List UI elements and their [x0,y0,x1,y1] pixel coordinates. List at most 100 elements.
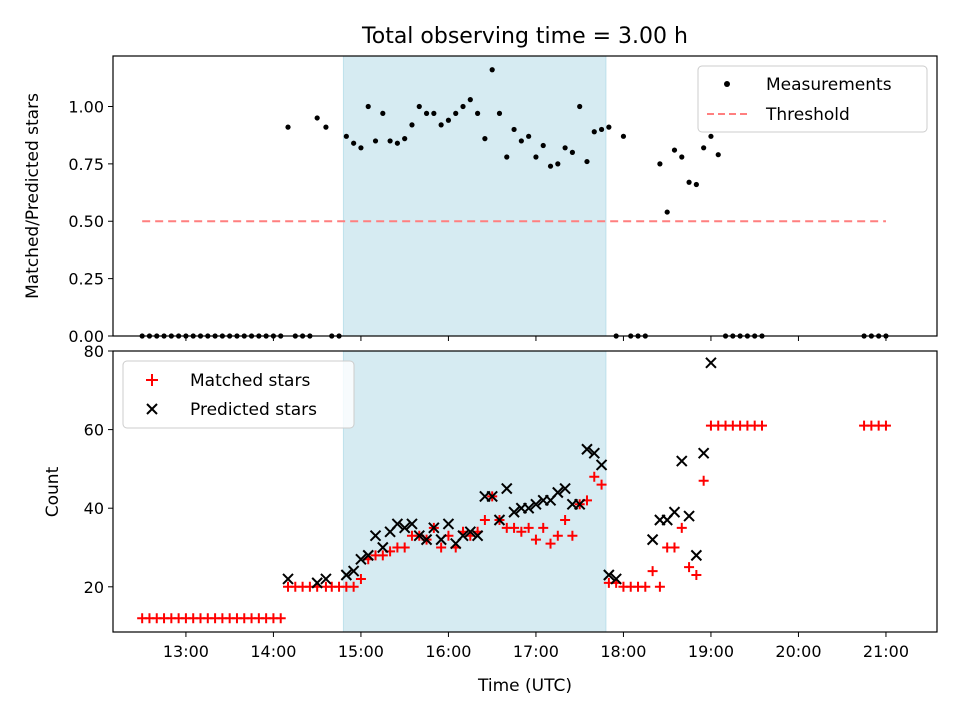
matched-star-point [684,562,695,573]
measurement-point [693,181,699,188]
y-tick-label: 0.75 [68,155,104,174]
measurement-point [606,124,612,130]
legend-label-threshold: Threshold [765,105,850,125]
matched-star-point [669,542,680,553]
x-tick-label: 17:00 [513,642,559,661]
predicted-star-point [311,577,323,589]
x-tick-label: 15:00 [338,642,384,661]
matched-star-point [698,475,709,486]
x-tick-label: 14:00 [250,642,296,661]
predicted-star-point [676,455,688,467]
top-legend: Measurements Threshold [697,65,928,133]
predicted-star-point [508,506,520,518]
predicted-star-point [486,490,498,503]
matched-star-point [560,514,571,525]
measurement-point [518,138,524,144]
predicted-star-point [603,569,615,581]
x-tick-label: 13:00 [163,642,209,661]
predicted-star-point [406,518,418,530]
measurement-point [569,149,575,155]
measurement-point [547,163,554,169]
bottom-legend: Matched stars Predicted stars [122,360,355,429]
matched-star-point [589,471,600,482]
measurement-point [533,154,539,160]
bottom-legend-box [122,360,355,429]
observing-window-shade-bottom [342,350,607,633]
measurement-point [526,133,532,139]
predicted-star-point [646,533,659,546]
matched-star-point [523,522,534,533]
legend-label-measurements: Measurements [766,75,892,95]
predicted-star-point [471,530,484,542]
matched-star-point [355,573,366,584]
matched-star-point [654,581,665,592]
predicted-star-point [493,514,506,526]
measurement-point [351,140,357,146]
measurement-point [323,124,329,130]
matched-star-point [545,538,556,549]
measurement-point [577,103,583,110]
legend-marker-predicted [146,403,158,415]
predicted-star-point [413,530,425,542]
measurement-point [343,133,349,139]
legend-label-matched: Matched stars [190,371,310,391]
predicted-star-point [559,482,571,495]
predicted-star-point [595,459,608,471]
measurement-point [285,124,291,130]
measurement-point [686,179,692,185]
predicted-star-point [690,549,703,562]
matched-star-point [516,526,527,537]
predicted-star-point [610,573,622,585]
bottom-x-ticks: 13:00 14:00 15:00 16:00 17:00 18:00 19:00 20:00… [163,632,909,661]
predicted-star-point [340,569,353,581]
measurement-point [540,142,546,149]
legend-label-predicted: Predicted stars [190,400,317,420]
bottom-axes-frame [112,350,938,633]
top-y-ticks: 0.00 0.25 0.50 0.75 1.00 [68,97,113,346]
measurement-point [708,133,714,139]
matched-star-point [596,479,607,490]
predicted-star-point [705,357,717,369]
predicted-star-point [347,565,360,577]
measurement-point [701,145,707,151]
measurement-point [715,152,721,158]
top-y-axis-label: Matched/Predicted stars [23,93,43,299]
predicted-star-point [362,549,374,562]
top-x-ticks [185,336,887,341]
measurement-point [679,154,685,160]
predicted-star-point [588,447,600,459]
predicted-star-point [435,533,447,546]
matched-star-point [552,530,563,541]
measurement-point [372,138,379,144]
matched-star-point [348,581,359,592]
x-tick-label: 20:00 [775,642,821,661]
x-tick-label: 16:00 [425,642,471,661]
measurement-point [584,158,590,165]
measurement-point [445,117,452,123]
predicted-star-point [355,553,367,566]
y-tick-label: 0.25 [68,270,104,289]
top-axes-frame [112,55,938,337]
matched-star-point [756,420,767,431]
predicted-star-point [391,518,404,530]
predicted-star-point [501,482,513,495]
predicted-star-point [464,526,477,538]
predicted-star-point [369,530,382,542]
top-panel: 0.00 0.25 0.50 0.75 1.00 Total observing tim… [23,24,938,346]
predicted-star-point [282,573,294,585]
legend-marker-matched [146,374,158,386]
predicted-star-point [377,541,389,554]
measurement-point [453,110,459,116]
x-tick-label: 19:00 [688,642,734,661]
predicted-star-point [552,486,564,499]
predicted-star-point [697,447,710,459]
predicted-star-point [573,498,586,510]
y-tick-label: 0.00 [68,327,104,346]
y-tick-label: 20 [84,578,104,597]
predicted-star-point [420,533,433,546]
measurement-point [598,126,605,133]
measurement-point [314,115,320,121]
matched-star-point [509,522,520,533]
measurement-point [511,126,517,133]
